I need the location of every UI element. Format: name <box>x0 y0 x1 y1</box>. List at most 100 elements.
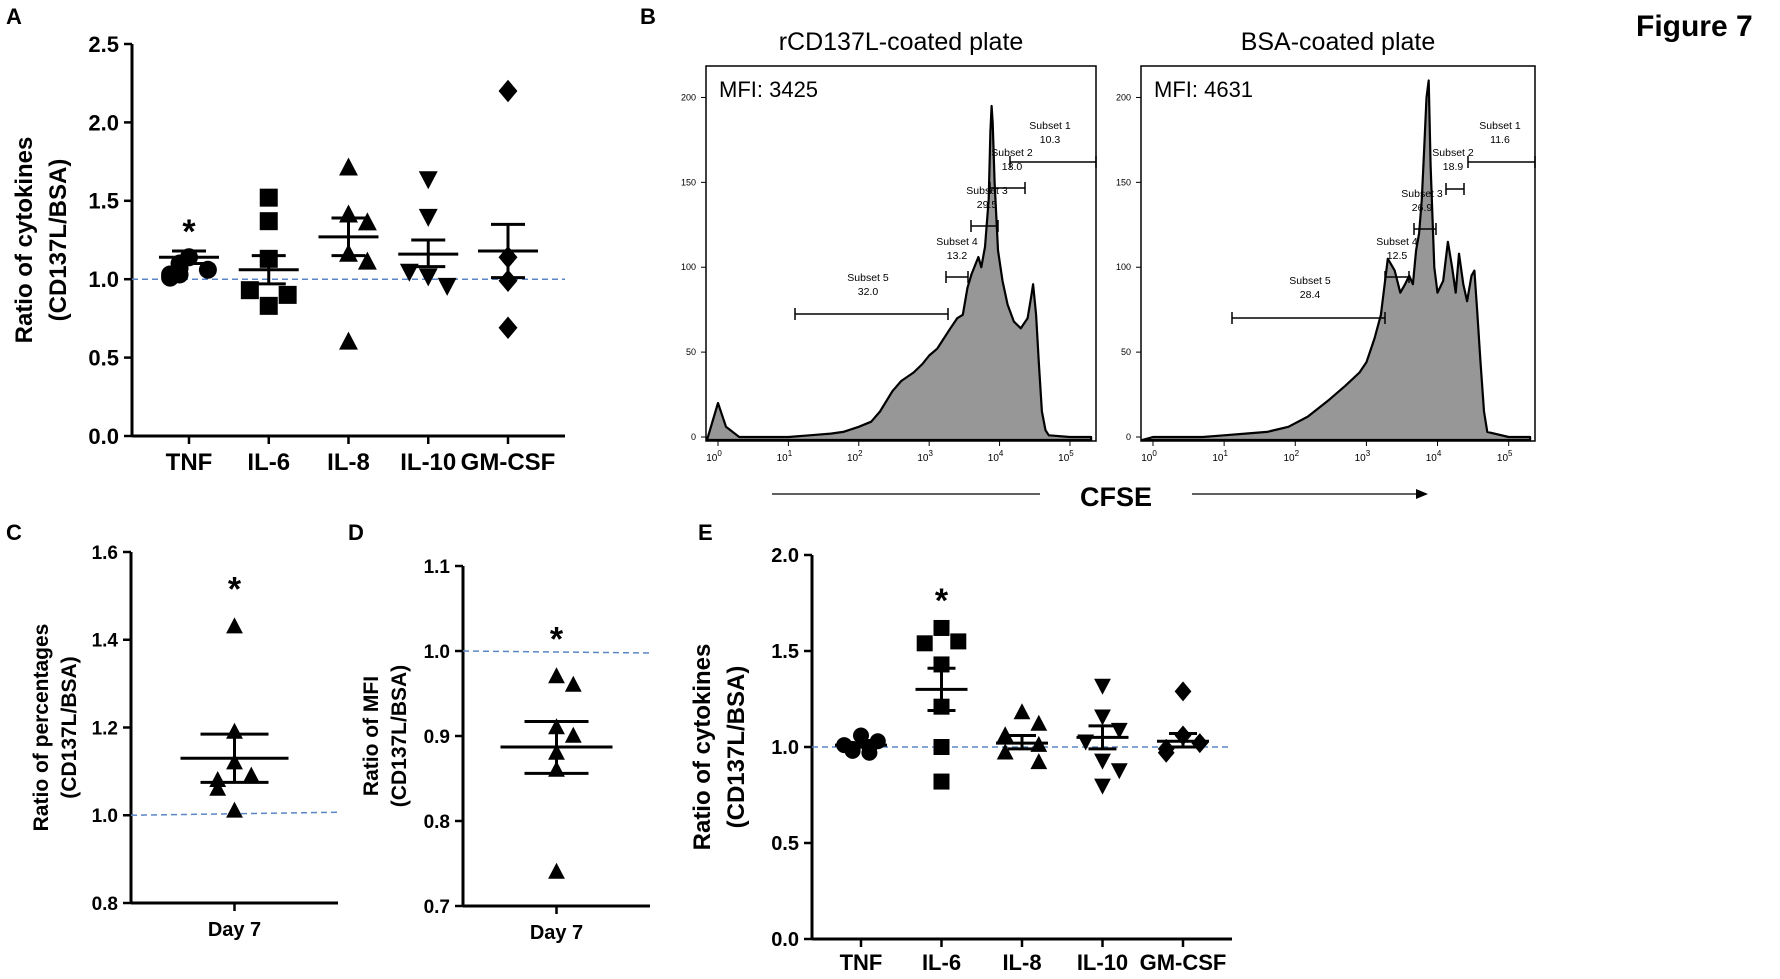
y-tick-label: 1.2 <box>92 718 118 739</box>
gate-value-subset-2: 13.0 <box>1002 161 1023 173</box>
data-point-tnf <box>853 727 869 744</box>
mfi-label: MFI: 3425 <box>719 77 818 102</box>
category-label-il-8: IL-8 <box>1002 950 1041 975</box>
y-tick-label: 1.5 <box>771 641 799 663</box>
gate-value-subset-3: 29.5 <box>977 199 998 211</box>
x-tick-label: 104 <box>988 449 1004 464</box>
category-label-il-8: IL-8 <box>327 449 370 476</box>
x-tick-label: 100 <box>706 449 722 464</box>
category-label-il-6: IL-6 <box>247 449 290 476</box>
gate-value-subset-3: 26.9 <box>1412 202 1433 214</box>
y-tick-label: 0.8 <box>424 812 450 833</box>
y-tick-label: 1.1 <box>424 557 451 578</box>
y-tick-label: 0.7 <box>424 897 450 918</box>
gate-name-subset-2: Subset 2 <box>991 147 1033 159</box>
category-label-il-10: IL-10 <box>400 449 456 476</box>
panel-b-cfse-histograms: rCD137L-coated plate MFI: 3425 0 50 100 150 20… <box>681 28 1536 512</box>
category-label-gm-csf: GM-CSF <box>1140 950 1227 975</box>
gate-name-subset-1: Subset 1 <box>1479 120 1521 132</box>
y-tick-label: 0.9 <box>424 727 450 748</box>
y-axis-label: Ratio of percentages <box>30 624 53 832</box>
data-point-il-6 <box>916 635 933 652</box>
figure-title: Figure 7 <box>1636 10 1753 43</box>
y-tick-label: 150 <box>681 177 696 187</box>
gate-name-subset-4: Subset 4 <box>936 236 978 248</box>
y-tick-label: 0.8 <box>92 894 118 915</box>
x-tick-label: 103 <box>917 449 933 464</box>
cfse-arrow-head <box>1416 489 1428 499</box>
data-point-il-6 <box>933 619 950 636</box>
gate-name-subset-3: Subset 3 <box>966 185 1008 197</box>
data-point-il-6 <box>933 739 950 755</box>
panel-label-c: C <box>6 520 22 545</box>
data-point-il-10 <box>418 268 438 287</box>
data-point-il-6 <box>278 285 297 304</box>
y-tick-label: 50 <box>686 347 696 357</box>
x-tick-label: 103 <box>1355 449 1371 464</box>
x-tick-label: 101 <box>1212 449 1228 464</box>
y-axis-label: Ratio of cytokines <box>689 644 716 851</box>
data-point-il-6 <box>259 188 278 207</box>
data-point-il-10 <box>418 171 438 190</box>
data-point-il-6 <box>950 633 967 650</box>
significance-star-day-7: * <box>228 571 242 609</box>
gate-name-subset-4: Subset 4 <box>1376 236 1418 248</box>
y-axis-label-units: (CD137L/BSA) <box>723 666 750 829</box>
data-point-il-8 <box>996 743 1014 760</box>
y-axis-label: Ratio of MFI <box>360 676 383 796</box>
data-point-il-8 <box>1013 703 1031 720</box>
histogram-area <box>1140 79 1532 442</box>
data-point-il-10 <box>1110 763 1128 780</box>
x-tick-label: 104 <box>1426 449 1442 464</box>
panel-d-mfi-ratio-chart: 0.7 0.8 0.9 1.0 1.1 Ratio of MFI (CD137L/BSA) D… <box>360 557 651 944</box>
x-axis-label-cfse: CFSE <box>1080 482 1152 512</box>
data-point-il-10 <box>437 277 457 296</box>
reference-line <box>462 650 651 654</box>
y-tick-label: 0.0 <box>771 929 799 951</box>
x-tick-label: 101 <box>777 449 793 464</box>
gate-name-subset-2: Subset 2 <box>1432 147 1474 159</box>
gate-value-subset-1: 11.6 <box>1490 134 1510 146</box>
data-point-il-8 <box>1030 714 1048 731</box>
data-point-day-7 <box>548 862 565 879</box>
panel-label-d: D <box>348 520 364 545</box>
y-tick-label: 100 <box>1116 262 1131 272</box>
y-tick-label: 2.0 <box>771 545 799 567</box>
data-point-il-6 <box>259 296 278 315</box>
data-point-il-10 <box>1094 778 1111 795</box>
y-axis-label: Ratio of cytokines <box>11 137 38 344</box>
data-point-il-8 <box>339 331 358 350</box>
data-point-day-7 <box>242 766 260 783</box>
histogram-title: BSA-coated plate <box>1241 28 1436 56</box>
data-point-il-6 <box>240 281 259 300</box>
gate-name-subset-5: Subset 5 <box>847 272 889 284</box>
histogram-area <box>705 104 1093 442</box>
data-point-il-10 <box>1094 678 1111 695</box>
gate-name-subset-1: Subset 1 <box>1029 120 1071 132</box>
histogram-title: rCD137L-coated plate <box>779 28 1024 56</box>
data-point-gm-csf <box>1157 742 1175 763</box>
data-point-il-8 <box>1030 753 1048 770</box>
category-label-il-6: IL-6 <box>922 950 961 975</box>
y-tick-label: 0.0 <box>88 424 119 449</box>
y-tick-label: 1.0 <box>92 806 118 827</box>
y-tick-label: 150 <box>1116 177 1131 187</box>
y-axis-label-units: (CD137L/BSA) <box>45 159 72 322</box>
y-tick-label: 0 <box>691 432 696 442</box>
histogram-rcd137l-coated-plate: rCD137L-coated plate MFI: 3425 0 50 100 150 20… <box>681 28 1097 464</box>
y-tick-label: 2.0 <box>88 110 119 135</box>
x-tick-label: 105 <box>1497 449 1513 464</box>
y-tick-label: 1.5 <box>88 189 119 214</box>
y-tick-label: 1.0 <box>424 642 450 663</box>
data-point-tnf <box>861 744 878 761</box>
data-point-day-7 <box>209 779 227 796</box>
panel-c-percentage-ratio-chart: 0.8 1.0 1.2 1.4 1.6 Ratio of percentages (CD13… <box>30 543 339 941</box>
significance-star-day-7: * <box>550 621 564 659</box>
y-tick-label: 0 <box>1126 432 1131 442</box>
x-tick-label: 102 <box>1283 449 1299 464</box>
y-tick-label: 1.4 <box>92 631 119 652</box>
gate-value-subset-1: 10.3 <box>1040 134 1061 146</box>
data-point-gm-csf <box>1174 681 1192 702</box>
category-label-day-7: Day 7 <box>208 919 261 941</box>
panel-a-cytokine-ratio-chart: 0.0 0.5 1.0 1.5 2.0 2.5 Ratio of cytokines (CD1… <box>11 32 565 476</box>
